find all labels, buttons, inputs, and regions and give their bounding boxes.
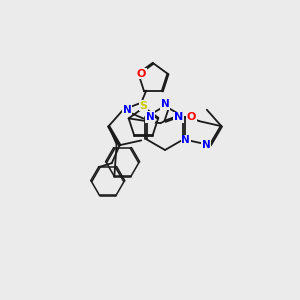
Text: N: N [123, 105, 132, 115]
Text: N: N [146, 112, 154, 122]
Text: O: O [137, 69, 146, 79]
Text: N: N [160, 99, 169, 109]
Text: N: N [174, 112, 183, 122]
Text: O: O [187, 112, 196, 122]
Text: S: S [140, 101, 147, 111]
Text: N: N [202, 140, 211, 150]
Text: N: N [182, 135, 190, 146]
